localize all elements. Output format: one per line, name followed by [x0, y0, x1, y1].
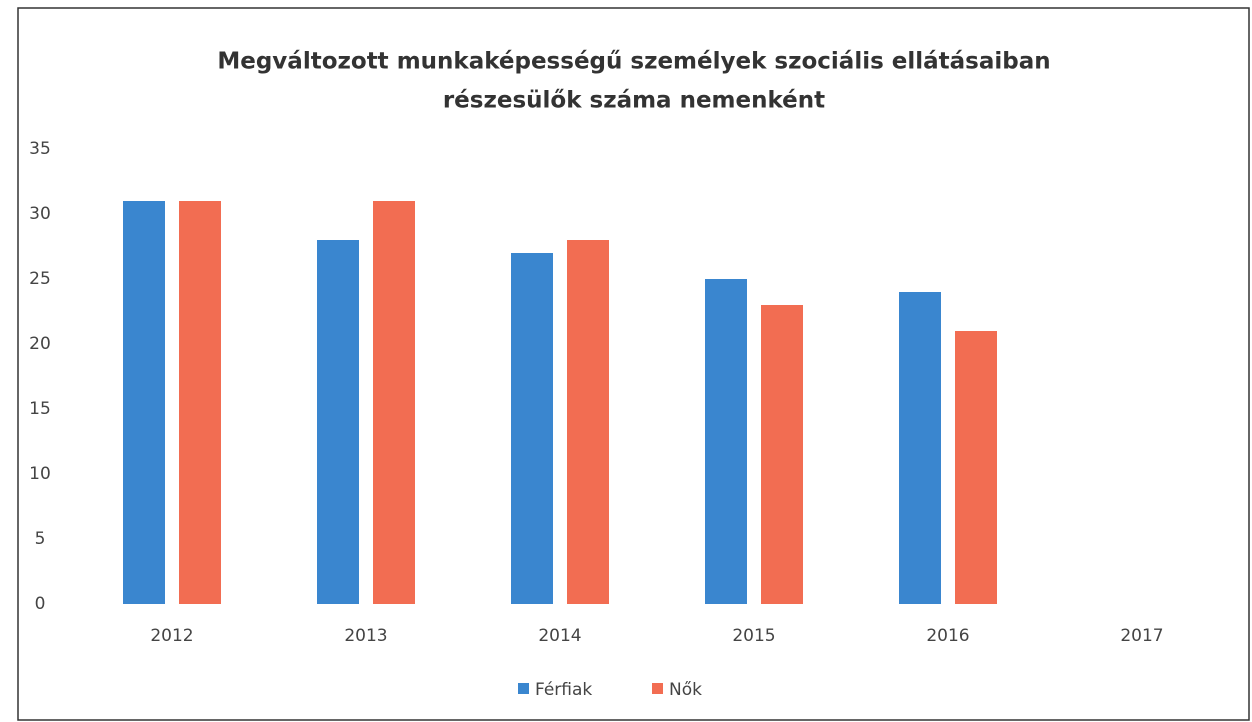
y-tick-label: 10 — [29, 464, 51, 484]
y-tick-label: 20 — [29, 334, 51, 354]
x-tick-label: 2012 — [150, 626, 193, 646]
bar — [705, 279, 747, 604]
legend-swatch — [652, 683, 663, 694]
bar — [179, 201, 221, 604]
y-tick-label: 25 — [29, 269, 51, 289]
bar — [899, 292, 941, 604]
bar — [123, 201, 165, 604]
chart-frame — [17, 7, 1250, 721]
bar — [373, 201, 415, 604]
x-tick-label: 2013 — [344, 626, 387, 646]
y-tick-label: 15 — [29, 399, 51, 419]
y-tick-label: 30 — [29, 204, 51, 224]
legend-label: Nők — [669, 680, 702, 700]
chart-title: Megváltozott munkaképességű személyek sz… — [217, 49, 1050, 75]
chart-title: részesülők száma nemenként — [443, 88, 825, 114]
y-tick-label: 5 — [35, 529, 46, 549]
legend-swatch — [518, 683, 529, 694]
x-tick-label: 2016 — [926, 626, 969, 646]
bar — [317, 240, 359, 604]
bar — [955, 331, 997, 604]
x-tick-label: 2017 — [1120, 626, 1163, 646]
x-tick-label: 2014 — [538, 626, 581, 646]
bar — [761, 305, 803, 604]
bar — [567, 240, 609, 604]
y-tick-label: 35 — [29, 139, 51, 159]
bar — [511, 253, 553, 604]
x-tick-label: 2015 — [732, 626, 775, 646]
legend-label: Férfiak — [535, 680, 592, 700]
y-tick-label: 0 — [35, 594, 46, 614]
